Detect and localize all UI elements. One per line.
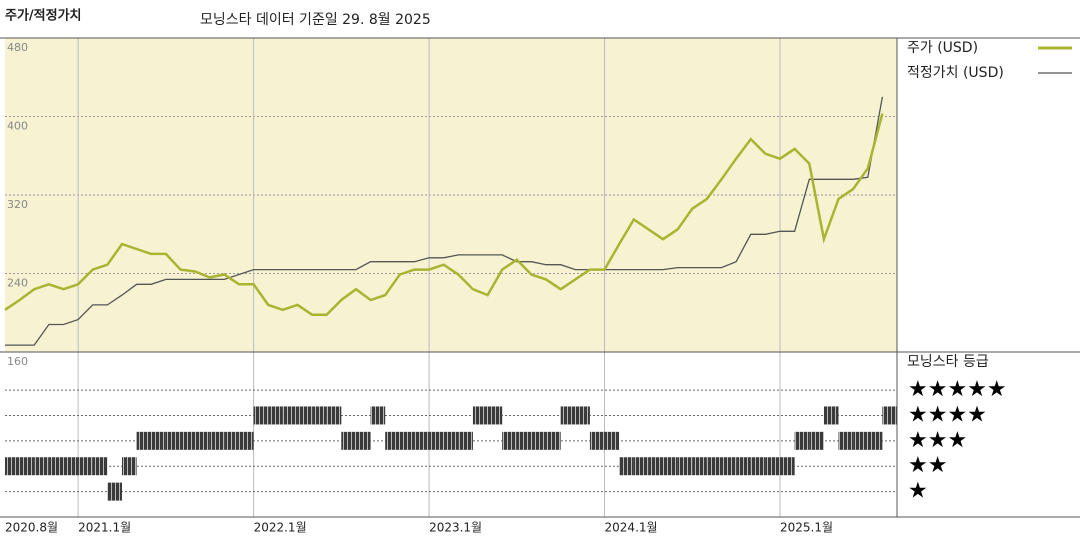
rating-label: ★★★★★ <box>908 377 1007 402</box>
legend-label: 주가 (USD) <box>907 40 978 56</box>
rating-bar <box>268 406 283 425</box>
rating-bar <box>706 457 722 476</box>
x-tick-label: 2023.1월 <box>429 521 482 535</box>
rating-bar <box>853 431 868 450</box>
rating-bar <box>736 457 751 476</box>
rating-bar <box>297 406 313 425</box>
rating-label: ★★★★ <box>908 402 987 427</box>
rating-bar <box>63 457 79 476</box>
x-tick-label: 2022.1월 <box>254 521 307 535</box>
y-tick-label: 320 <box>7 198 28 211</box>
rating-bar <box>560 406 576 425</box>
rating-bar <box>107 482 122 501</box>
rating-bar <box>19 457 35 476</box>
rating-label: ★★ <box>908 453 947 478</box>
rating-bar <box>195 431 210 450</box>
rating-bar <box>34 457 49 476</box>
legend-label: 적정가치 (USD) <box>907 65 1004 81</box>
rating-bar <box>312 406 327 425</box>
rating-bar <box>780 457 795 476</box>
rating-bar <box>282 406 298 425</box>
rating-bar <box>809 431 824 450</box>
ratings-title: 모닝스타 등급 <box>907 354 989 370</box>
series-line <box>5 96 884 346</box>
rating-bar <box>589 431 605 450</box>
rating-label: ★★★ <box>908 428 967 453</box>
rating-bar <box>224 431 239 450</box>
rating-bar <box>867 431 883 450</box>
rating-bar <box>151 431 166 450</box>
rating-bar <box>399 431 415 450</box>
rating-bar <box>48 457 64 476</box>
rating-bar <box>838 431 854 450</box>
rating-bar <box>516 431 532 450</box>
rating-bar <box>502 431 517 450</box>
x-tick-label: 2025.1월 <box>780 521 833 535</box>
frame <box>0 37 1080 518</box>
rating-label: ★ <box>908 479 928 504</box>
rating-bar <box>209 431 225 450</box>
y-tick-label: 160 <box>7 355 28 368</box>
rating-bar <box>414 431 430 450</box>
rating-bar <box>165 431 181 450</box>
rating-bar <box>575 406 590 425</box>
rating-bar <box>692 457 707 476</box>
rating-bar <box>180 431 196 450</box>
x-tick-label: 2021.1월 <box>78 521 131 535</box>
rating-bar <box>604 431 620 450</box>
series-line <box>4 113 884 316</box>
rating-bar <box>765 457 781 476</box>
rating-bar <box>5 457 20 476</box>
rating-bar <box>136 431 152 450</box>
y-tick-label: 240 <box>7 277 28 290</box>
rating-bar <box>823 406 839 425</box>
rating-bar <box>92 457 108 476</box>
rating-bar <box>750 457 766 476</box>
rating-bar <box>619 457 634 476</box>
rating-bar <box>546 431 561 450</box>
rating-bar <box>238 431 254 450</box>
rating-bar <box>355 431 371 450</box>
rating-bar <box>78 457 93 476</box>
rating-bar <box>458 431 473 450</box>
chart-subtitle: 모닝스타 데이터 기준일 29. 8월 2025 <box>200 12 431 28</box>
y-tick-label: 400 <box>7 120 28 133</box>
rating-bar <box>487 406 503 425</box>
rating-bar <box>472 406 488 425</box>
rating-bar <box>721 457 737 476</box>
rating-bar <box>882 406 897 425</box>
rating-bar <box>794 431 810 450</box>
rating-bar <box>326 406 342 425</box>
x-tick-label: 2020.8월 <box>5 521 58 535</box>
rating-bar <box>341 431 356 450</box>
rating-bar <box>429 431 444 450</box>
rating-bar <box>121 457 137 476</box>
rating-bar <box>385 431 400 450</box>
rating-bar <box>531 431 547 450</box>
rating-bar <box>443 431 459 450</box>
rating-bar <box>648 457 664 476</box>
chart-title: 주가/적정가치 <box>5 8 82 24</box>
rating-bar <box>663 457 678 476</box>
rating-bar <box>253 406 269 425</box>
rating-bar <box>370 406 386 425</box>
y-tick-label: 480 <box>7 41 28 54</box>
rating-bar <box>677 457 693 476</box>
x-tick-label: 2024.1월 <box>605 521 658 535</box>
rating-bar <box>633 457 649 476</box>
